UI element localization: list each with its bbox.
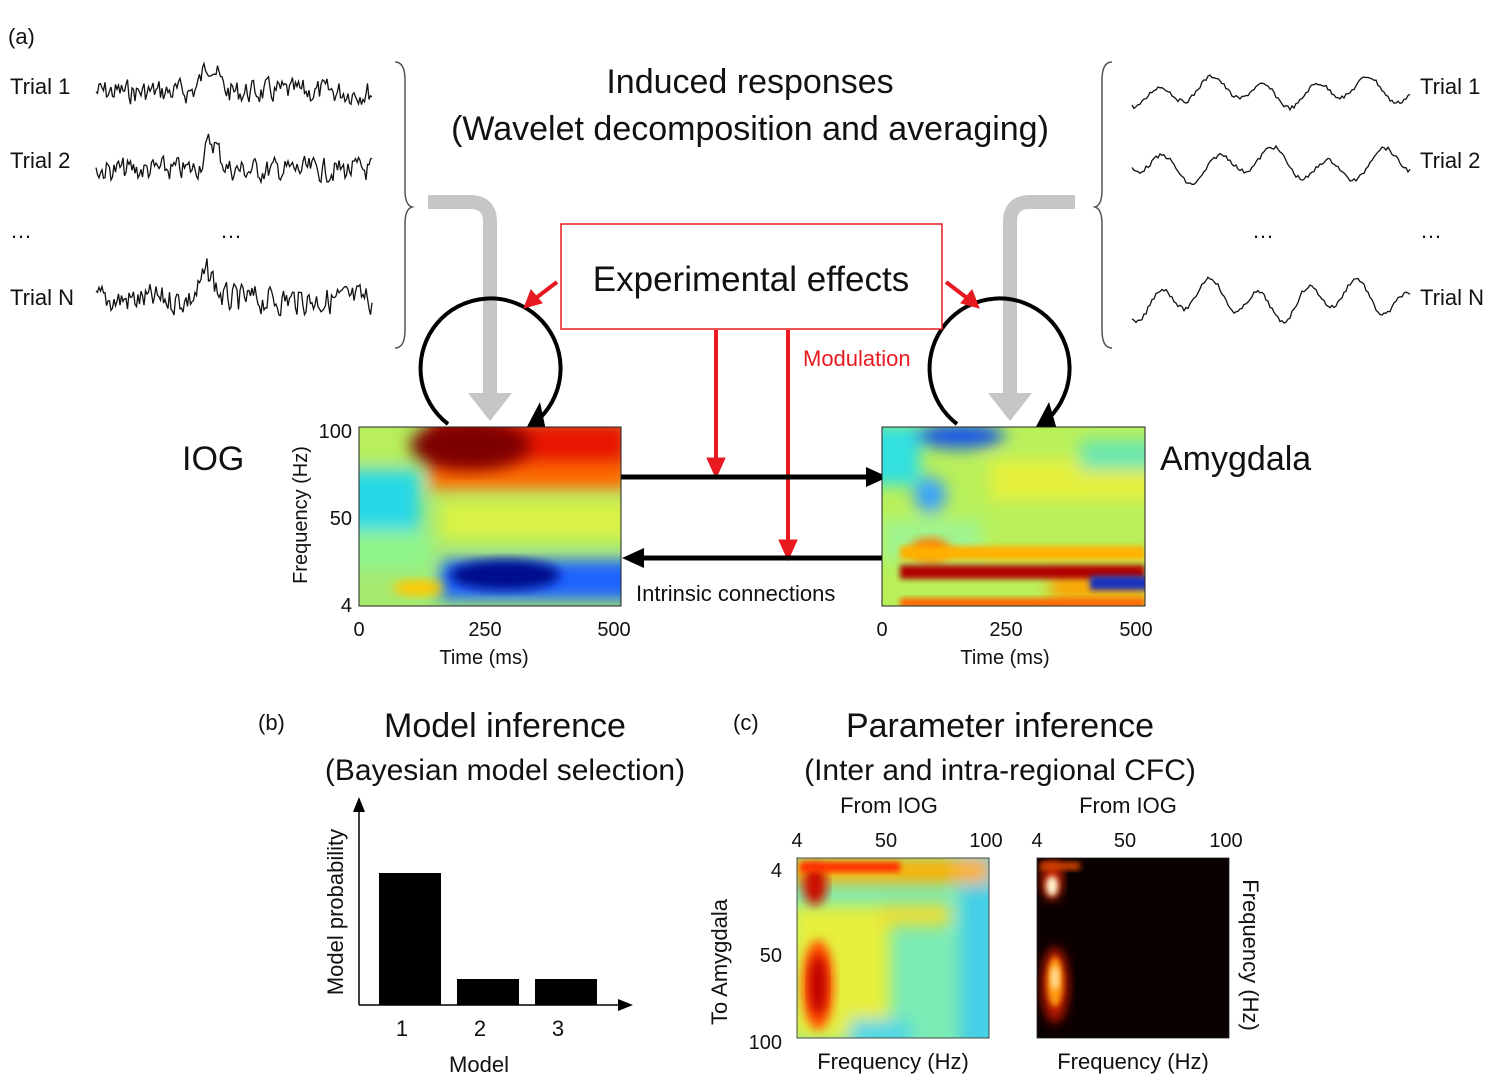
right-grey-flow-arrow (988, 195, 1075, 421)
cfc-subtitle: (Inter and intra-regional CFC) (804, 754, 1196, 787)
right-ellipsis-1: … (1252, 218, 1274, 243)
forward-connection-arrow (620, 467, 888, 487)
left-trial-n-trace (95, 258, 373, 317)
right-trial-2-label: Trial 2 (1420, 148, 1480, 173)
left-trial-1-label: Trial 1 (10, 74, 70, 99)
iog-xtick-250: 250 (468, 619, 501, 641)
red-modulation-arrows (523, 280, 980, 562)
experimental-effects-box (560, 223, 943, 330)
left-ellipsis-2: … (220, 218, 242, 243)
right-trial-n-label: Trial N (1420, 285, 1484, 310)
right-trial-1-trace (1131, 74, 1411, 112)
c1-xtick-50: 50 (875, 830, 897, 852)
intra-regional-cfc-heatmap (1037, 858, 1229, 1038)
c2-xtick-50: 50 (1114, 830, 1136, 852)
left-ellipsis-1: … (10, 218, 32, 243)
modulation-label: Modulation (803, 346, 911, 371)
bar-model-1 (379, 873, 441, 1005)
left-grey-flow-arrow (428, 195, 512, 421)
left-trial-n-label: Trial N (10, 285, 74, 310)
parameter-inference-title: Parameter inference (846, 707, 1154, 745)
c1-xtick-100: 100 (969, 830, 1002, 852)
intrinsic-connections-label: Intrinsic connections (636, 581, 835, 606)
amygdala-self-connection-loop (927, 296, 1072, 440)
iog-heatmap-frame (358, 426, 622, 607)
right-trial-1-label: Trial 1 (1420, 74, 1480, 99)
model-probability-bars (379, 873, 597, 1005)
panel-c-label: (c) (733, 710, 759, 735)
right-frequency-label: Frequency (Hz) (1238, 879, 1263, 1031)
amy-x-axis-label: Time (ms) (960, 647, 1049, 669)
amygdala-time-frequency-heatmap (882, 427, 1145, 606)
amy-xtick-500: 500 (1119, 619, 1152, 641)
iog-xtick-500: 500 (597, 619, 630, 641)
iog-xtick-0: 0 (353, 619, 364, 641)
bar-model-3 (535, 979, 597, 1005)
right-trial-n-trace (1131, 276, 1411, 324)
bayesian-model-selection-subtitle: (Bayesian model selection) (325, 754, 685, 787)
right-brace (1092, 61, 1113, 349)
wavelet-subtitle: (Wavelet decomposition and averaging) (451, 110, 1049, 148)
c1-xtick-4: 4 (791, 830, 802, 852)
amygdala-region-label: Amygdala (1160, 440, 1311, 478)
right-trial-2-trace (1131, 144, 1411, 185)
amy-xtick-0: 0 (876, 619, 887, 641)
tick-label-model-2: 2 (474, 1016, 486, 1041)
induced-responses-title: Induced responses (606, 63, 893, 101)
model-probability-y-label: Model probability (323, 829, 348, 995)
c1-ytick-50: 50 (760, 945, 782, 967)
c2-xtick-100: 100 (1209, 830, 1242, 852)
model-inference-title: Model inference (384, 707, 626, 745)
backward-connection-arrow (622, 548, 890, 568)
iog-y-axis-label: Frequency (Hz) (290, 446, 312, 584)
bar-model-2 (457, 979, 519, 1005)
iog-x-axis-label: Time (ms) (439, 647, 528, 669)
iog-time-frequency-heatmap (359, 427, 621, 606)
tick-label-model-3: 3 (552, 1016, 564, 1041)
c2-x-axis-label: Frequency (Hz) (1057, 1049, 1209, 1074)
c1-x-axis-label: Frequency (Hz) (817, 1049, 969, 1074)
model-tick-labels: 1 2 3 (396, 1016, 564, 1041)
left-trial-2-trace (95, 133, 373, 185)
experimental-effects-label: Experimental effects (593, 260, 909, 299)
iog-ytick-100: 100 (319, 421, 352, 443)
panel-b-label: (b) (258, 710, 285, 735)
c2-frame (1036, 857, 1230, 1039)
amy-xtick-250: 250 (989, 619, 1022, 641)
c1-frame (796, 857, 990, 1039)
left-trial-1-trace (95, 61, 373, 107)
iog-ytick-50: 50 (330, 508, 352, 530)
tick-label-model-1: 1 (396, 1016, 408, 1041)
left-trial-2-label: Trial 2 (10, 148, 70, 173)
iog-region-label: IOG (182, 440, 244, 478)
trial-signal-traces (95, 61, 1411, 324)
right-ellipsis-2: … (1420, 218, 1442, 243)
model-x-label: Model (449, 1052, 509, 1077)
from-iog-label-right: From IOG (1079, 793, 1177, 818)
amygdala-heatmap-frame (881, 426, 1146, 607)
iog-ytick-4: 4 (341, 595, 352, 617)
c1-ytick-100: 100 (749, 1032, 782, 1054)
c1-ytick-4: 4 (771, 860, 782, 882)
left-brace (394, 61, 415, 349)
to-amygdala-label: To Amygdala (707, 898, 732, 1025)
inter-regional-cfc-heatmap (797, 858, 989, 1038)
from-iog-label-left: From IOG (840, 793, 938, 818)
panel-a-label: (a) (8, 24, 35, 49)
c2-xtick-4: 4 (1031, 830, 1042, 852)
